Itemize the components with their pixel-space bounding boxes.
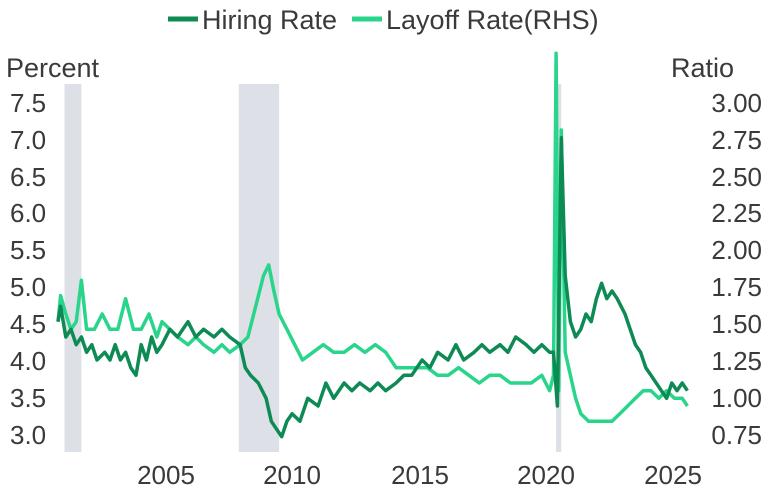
left-tick-label: 6.5 <box>10 162 46 192</box>
left-tick-label: 7.5 <box>10 88 46 118</box>
layoff-rate-line <box>56 51 689 424</box>
right-tick-label: 2.00 <box>711 235 762 265</box>
right-tick-label: 2.50 <box>711 162 762 192</box>
series-layer <box>56 51 689 439</box>
right-tick-label: 1.75 <box>711 272 762 302</box>
left-tick-label: 5.0 <box>10 272 46 302</box>
right-tick-label: 2.25 <box>711 198 762 228</box>
right-tick-label: 0.75 <box>711 420 762 450</box>
legend-label-hiring: Hiring Rate <box>202 5 337 35</box>
x-tick-label: 2010 <box>263 460 321 490</box>
right-tick-label: 2.75 <box>711 125 762 155</box>
left-tick-label: 3.0 <box>10 420 46 450</box>
left-tick-label: 5.5 <box>10 235 46 265</box>
x-tick-label: 2020 <box>517 460 575 490</box>
right-tick-label: 1.25 <box>711 346 762 376</box>
recession-band-1 <box>64 84 82 452</box>
x-axis-ticks: 2005 2010 2015 2020 2025 <box>137 460 702 490</box>
right-axis-ticks: 3.00 2.75 2.50 2.25 2.00 1.75 1.50 1.25 … <box>711 88 762 450</box>
recession-shading-layer <box>64 84 562 452</box>
x-tick-label: 2025 <box>644 460 702 490</box>
left-tick-label: 7.0 <box>10 125 46 155</box>
left-tick-label: 4.0 <box>10 346 46 376</box>
left-axis-title: Percent <box>6 53 100 83</box>
right-tick-label: 1.50 <box>711 309 762 339</box>
left-tick-label: 6.0 <box>10 198 46 228</box>
left-tick-label: 3.5 <box>10 383 46 413</box>
recession-band-2 <box>238 84 280 452</box>
left-axis-ticks: 7.5 7.0 6.5 6.0 5.5 5.0 4.5 4.0 3.5 3.0 <box>10 88 46 450</box>
right-tick-label: 1.00 <box>711 383 762 413</box>
x-tick-label: 2015 <box>391 460 449 490</box>
left-tick-label: 4.5 <box>10 309 46 339</box>
x-tick-label: 2005 <box>137 460 195 490</box>
legend: Hiring Rate Layoff Rate(RHS) <box>168 5 599 35</box>
right-tick-label: 3.00 <box>711 88 762 118</box>
hiring-rate-line <box>56 135 689 439</box>
right-axis-title: Ratio <box>671 53 734 83</box>
legend-label-layoff: Layoff Rate(RHS) <box>386 5 599 35</box>
